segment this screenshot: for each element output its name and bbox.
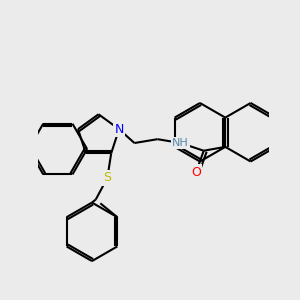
Text: NH: NH <box>172 138 189 148</box>
Text: N: N <box>114 123 124 136</box>
Text: S: S <box>103 171 111 184</box>
Text: O: O <box>191 166 201 179</box>
